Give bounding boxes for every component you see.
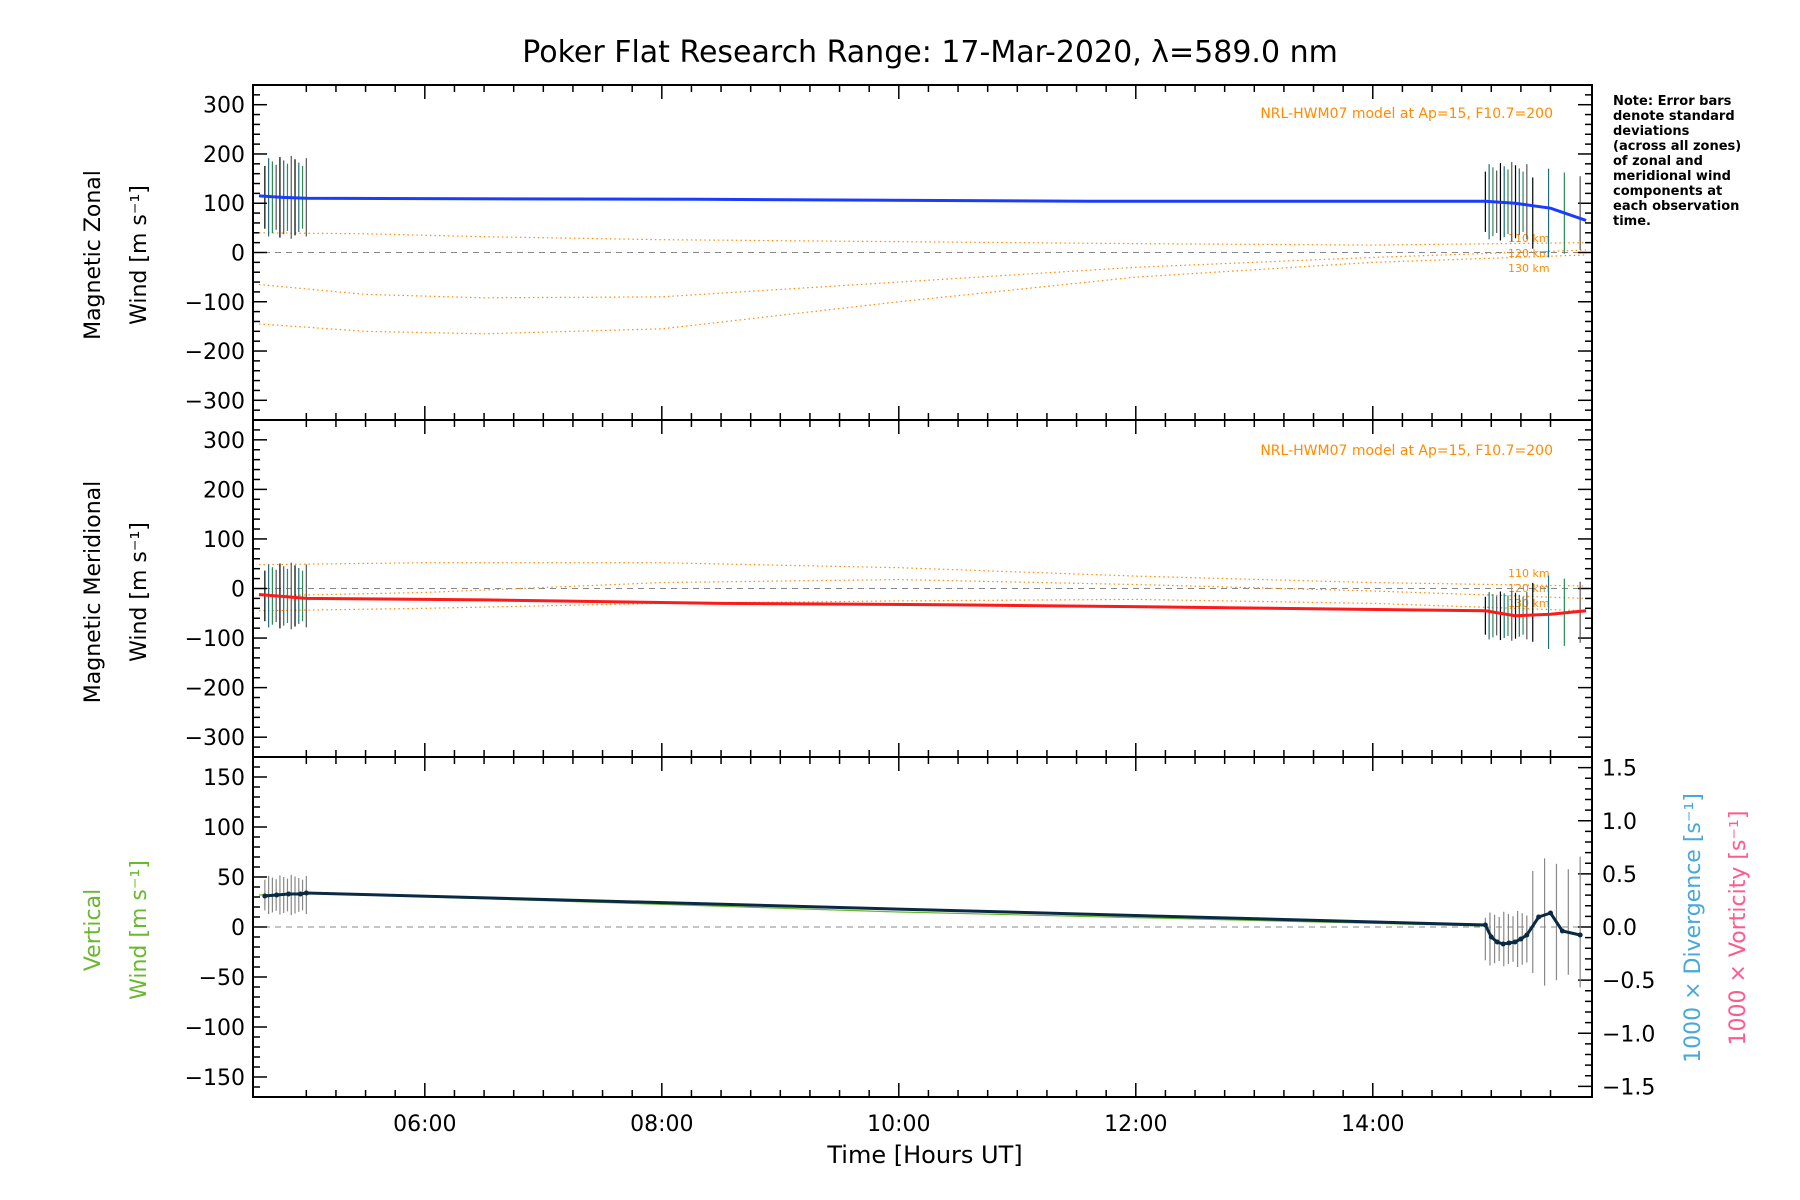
data-point xyxy=(1512,939,1518,945)
note-line: of zonal and xyxy=(1613,154,1703,169)
data-point xyxy=(1482,922,1488,928)
y-tick-label: 0 xyxy=(231,242,245,267)
y2-tick-label: 1.5 xyxy=(1602,757,1637,782)
series-line xyxy=(258,194,1587,222)
data-point xyxy=(297,891,303,897)
y2-tick-label: −0.5 xyxy=(1602,969,1655,994)
zonal-alt-label: 120 km xyxy=(1508,247,1550,260)
model-curve xyxy=(258,598,1587,612)
y-tick-label: 100 xyxy=(203,816,245,841)
model-curve xyxy=(258,578,1587,600)
note-line: components at xyxy=(1613,184,1722,199)
meridional-model-label: NRL-HWM07 model at Ap=15, F10.7=200 xyxy=(1260,443,1553,459)
meridional-ylabel-bottom: Wind [m s⁻¹] xyxy=(127,522,152,662)
plot-panel: 300 200 100 0 −100 −200 −300 xyxy=(185,84,1593,421)
model-curve xyxy=(258,249,1587,299)
plot-panel: 150 100 50 0 −50 −100 −150 1.5 1.0 0.5 0.0 −0.5 −1.0… xyxy=(185,756,1655,1137)
y-tick-label: −100 xyxy=(185,1016,245,1041)
meridional-ylabel-top: Magnetic Meridional xyxy=(81,481,106,703)
model-curve xyxy=(258,232,1587,246)
y-tick-label: 0 xyxy=(231,578,245,603)
y-tick-label: 200 xyxy=(203,143,245,168)
note-line: deviations xyxy=(1613,124,1690,139)
series-line xyxy=(264,891,1581,946)
vertical-ylabel-top: Vertical xyxy=(81,889,106,971)
note-text: Note: Error bars denote standard deviati… xyxy=(1613,94,1741,229)
divergence-ylabel: 1000 × Divergence [s⁻¹] xyxy=(1681,793,1706,1063)
model-curve xyxy=(258,254,1587,335)
series-line xyxy=(258,592,1587,618)
zonal-ylabel-bottom: Wind [m s⁻¹] xyxy=(127,185,152,325)
y2-tick-label: −1.5 xyxy=(1602,1075,1655,1100)
y-tick-label: 100 xyxy=(203,528,245,553)
y-tick-label: 300 xyxy=(203,94,245,119)
vertical-panel: Vertical Wind [m s⁻¹] 1000 × Divergence … xyxy=(81,793,1751,1063)
data-point xyxy=(1500,941,1506,947)
note-line: time. xyxy=(1613,214,1651,229)
data-point xyxy=(1536,914,1542,920)
zonal-model-label: NRL-HWM07 model at Ap=15, F10.7=200 xyxy=(1260,106,1553,122)
y-tick-label: −300 xyxy=(185,726,245,751)
y-tick-label: 150 xyxy=(203,766,245,791)
zonal-alt-label: 110 km xyxy=(1508,232,1550,245)
x-axis-label: Time [Hours UT] xyxy=(826,1141,1022,1169)
note-line: Note: Error bars xyxy=(1613,94,1732,109)
data-point xyxy=(1559,928,1565,934)
y-tick-label: 300 xyxy=(203,429,245,454)
note-line: (across all zones) xyxy=(1613,139,1741,154)
vorticity-ylabel: 1000 × Vorticity [s⁻¹] xyxy=(1726,811,1751,1046)
x-tick-label: 06:00 xyxy=(393,1112,456,1137)
x-tick-label: 10:00 xyxy=(867,1112,930,1137)
data-point xyxy=(1494,939,1500,945)
note-line: denote standard xyxy=(1613,109,1735,124)
data-point xyxy=(1548,910,1554,916)
data-point xyxy=(1506,940,1512,946)
zonal-alt-label: 130 km xyxy=(1508,262,1550,275)
y-tick-label: −100 xyxy=(185,627,245,652)
vertical-ylabel-bottom: Wind [m s⁻¹] xyxy=(127,860,152,1000)
figure-title: Poker Flat Research Range: 17-Mar-2020, … xyxy=(522,35,1338,70)
y-tick-label: 100 xyxy=(203,192,245,217)
data-point xyxy=(1488,934,1494,940)
zonal-ylabel-top: Magnetic Zonal xyxy=(81,170,106,340)
y-tick-label: −100 xyxy=(185,291,245,316)
meridional-alt-label: 120 km xyxy=(1508,582,1550,595)
meridional-panel: Magnetic Meridional Wind [m s⁻¹] NRL-HWM… xyxy=(81,443,1553,703)
data-point xyxy=(1577,932,1583,938)
y-tick-label: −150 xyxy=(185,1066,245,1091)
y-tick-label: −50 xyxy=(199,966,245,991)
meridional-alt-label: 130 km xyxy=(1508,597,1550,610)
y-tick-label: 200 xyxy=(203,478,245,503)
y-tick-label: −200 xyxy=(185,677,245,702)
x-tick-label: 14:00 xyxy=(1341,1112,1404,1137)
y-tick-label: 50 xyxy=(217,866,245,891)
x-tick-label: 12:00 xyxy=(1104,1112,1167,1137)
plot-panel: 300 200 100 0 −100 −200 −300 xyxy=(185,419,1593,758)
data-point xyxy=(286,891,292,897)
meridional-alt-label: 110 km xyxy=(1508,567,1550,580)
y-tick-label: −300 xyxy=(185,389,245,414)
y2-tick-label: 1.0 xyxy=(1602,810,1637,835)
note-line: meridional wind xyxy=(1613,169,1731,184)
y-tick-label: −200 xyxy=(185,340,245,365)
model-curve xyxy=(258,562,1587,587)
y-tick-label: 0 xyxy=(231,916,245,941)
y2-tick-label: 0.0 xyxy=(1602,916,1637,941)
data-point xyxy=(1524,932,1530,938)
zonal-panel: Magnetic Zonal Wind [m s⁻¹] NRL-HWM07 mo… xyxy=(81,106,1553,340)
data-point xyxy=(303,890,309,896)
note-line: each observation xyxy=(1613,199,1739,214)
data-point xyxy=(1518,936,1524,942)
data-point xyxy=(262,893,268,899)
y2-tick-label: 0.5 xyxy=(1602,863,1637,888)
data-point xyxy=(274,892,280,898)
x-tick-label: 08:00 xyxy=(630,1112,693,1137)
y2-tick-label: −1.0 xyxy=(1602,1022,1655,1047)
